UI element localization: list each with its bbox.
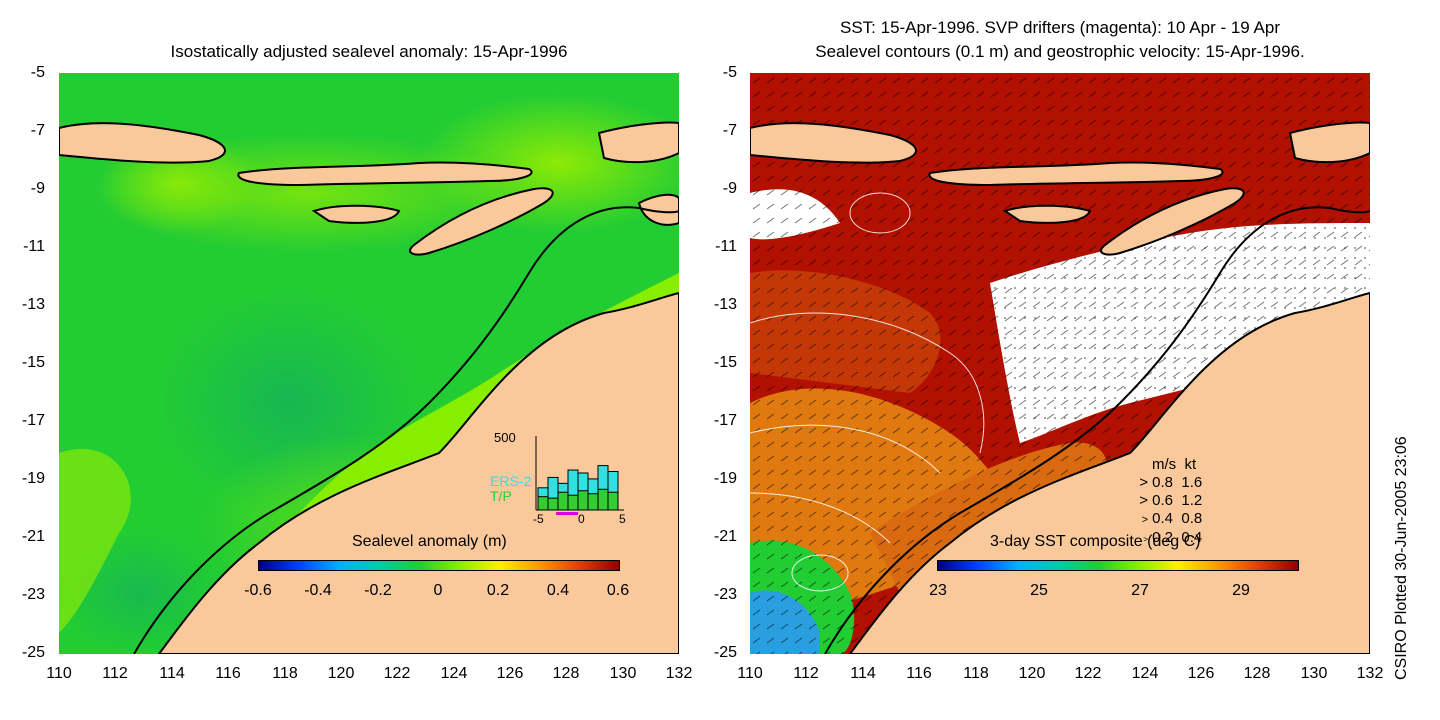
velocity-arrow-icon: > — [1141, 514, 1148, 526]
x-tick: 122 — [383, 665, 411, 682]
left-map-title: Isostatically adjusted sealevel anomaly:… — [170, 42, 568, 61]
x-tick: 130 — [609, 665, 637, 682]
y-tick: -11 — [715, 238, 737, 255]
velocity-ms: 0.6 — [1152, 492, 1174, 509]
tp-bar — [547, 497, 559, 511]
velocity-kt: 1.6 — [1181, 474, 1203, 491]
x-tick: 126 — [496, 665, 524, 682]
colorbar-tick: 25 — [1030, 582, 1048, 599]
velocity-ms: 0.2 — [1152, 529, 1174, 546]
colorbar-tick: 29 — [1232, 582, 1250, 599]
velocity-ms: 0.4 — [1152, 510, 1174, 527]
x-tick: 132 — [1356, 665, 1384, 682]
colorbar-tick: 0 — [433, 582, 443, 599]
x-tick: 116 — [906, 665, 932, 682]
java-land — [59, 122, 226, 164]
velocity-kt: 0.8 — [1181, 510, 1203, 527]
x-tick: 112 — [102, 665, 128, 682]
velocity-kt: 1.2 — [1181, 492, 1203, 509]
x-tick: 126 — [1187, 665, 1215, 682]
x-tick: 132 — [665, 665, 693, 682]
y-tick: -23 — [713, 586, 737, 603]
sst-colorbar — [937, 560, 1299, 571]
sst-colorbar-title: 3-day SST composite (deg C) — [990, 533, 1201, 550]
y-tick: -11 — [23, 238, 45, 255]
velocity-ms: 0.8 — [1152, 474, 1174, 491]
y-tick: -13 — [713, 296, 737, 313]
histogram-plot — [535, 436, 624, 515]
velocity-arrow-icon: > — [1139, 492, 1148, 509]
x-tick: 122 — [1074, 665, 1102, 682]
x-tick: 110 — [46, 665, 72, 682]
colorbar-tick: -0.2 — [364, 582, 392, 599]
x-tick: 130 — [1300, 665, 1328, 682]
right-map-title-line1: SST: 15-Apr-1996. SVP drifters (magenta)… — [839, 18, 1281, 37]
velocity-kt: 0.4 — [1181, 529, 1203, 546]
x-tick: 128 — [552, 665, 580, 682]
y-tick: -25 — [713, 644, 737, 661]
y-tick: -9 — [30, 180, 45, 197]
y-tick: -19 — [713, 470, 737, 487]
plot-credit-label: CSIRO Plotted 30-Jun-2005 23:06 — [1393, 436, 1410, 680]
x-tick: 118 — [272, 665, 298, 682]
x-tick: 116 — [215, 665, 241, 682]
colorbar-tick: 27 — [1131, 582, 1149, 599]
y-tick: -15 — [713, 354, 737, 371]
tp-bar — [577, 490, 589, 511]
y-tick: -19 — [21, 470, 45, 487]
tp-bar — [557, 491, 569, 511]
y-tick: -17 — [713, 412, 737, 429]
velocity-legend: m/s kt > 0.8 1.6 > 0.6 1.2 > 0.4 0.8 > 0… — [1126, 456, 1202, 549]
colorbar-tick: 0.6 — [606, 582, 630, 599]
y-tick: -5 — [30, 64, 45, 81]
colorbar-tick: 0.2 — [486, 582, 510, 599]
timor-land — [409, 187, 554, 256]
y-tick: -9 — [722, 180, 737, 197]
x-tick: 124 — [440, 665, 468, 682]
colorbar-tick: 0.4 — [546, 582, 570, 599]
legend-ers2: ERS-2 — [490, 473, 532, 489]
colorbar-tick: -0.4 — [304, 582, 332, 599]
tp-bar — [567, 494, 579, 511]
tp-bar — [537, 496, 549, 511]
colorbar-tick: 23 — [929, 582, 947, 599]
right-map-title-line2: Sealevel contours (0.1 m) and geostrophi… — [815, 42, 1305, 61]
y-tick: -23 — [21, 586, 45, 603]
tp-bar — [607, 491, 619, 511]
y-tick: -13 — [21, 296, 45, 313]
x-tick: 120 — [1018, 665, 1046, 682]
y-tick: -7 — [30, 122, 45, 139]
sealevel-colorbar-title: Sealevel anomaly (m) — [352, 533, 507, 550]
y-tick: -25 — [21, 644, 45, 661]
y-tick: -15 — [21, 354, 45, 371]
velocity-arrow-icon: > — [1143, 535, 1148, 544]
velocity-arrow-icon: > — [1139, 474, 1148, 491]
velocity-header-kt: kt — [1184, 456, 1197, 473]
colorbar-tick: -0.6 — [244, 582, 272, 599]
histogram-x-tick: 5 — [619, 512, 626, 526]
y-tick: -21 — [713, 528, 737, 545]
x-tick: 118 — [963, 665, 989, 682]
y-tick: -5 — [722, 64, 737, 81]
x-tick: 112 — [793, 665, 819, 682]
tp-bar — [587, 493, 599, 511]
sealevel-colorbar — [258, 560, 620, 571]
histogram-x-tick: 0 — [578, 512, 585, 526]
y-tick: -7 — [722, 122, 737, 139]
drifter-period-marker — [556, 512, 578, 515]
x-tick: 114 — [850, 665, 876, 682]
histogram-x-tick: -5 — [533, 512, 544, 526]
legend-tp: T/P — [490, 488, 512, 504]
velocity-header-ms: m/s — [1152, 456, 1177, 473]
x-tick: 128 — [1243, 665, 1271, 682]
tp-bar — [597, 488, 609, 511]
histogram-ymax-label: 500 — [494, 430, 516, 445]
x-tick: 110 — [737, 665, 763, 682]
x-tick: 124 — [1131, 665, 1159, 682]
x-tick: 114 — [159, 665, 185, 682]
y-tick: -17 — [21, 412, 45, 429]
y-tick: -21 — [21, 528, 45, 545]
x-tick: 120 — [327, 665, 355, 682]
